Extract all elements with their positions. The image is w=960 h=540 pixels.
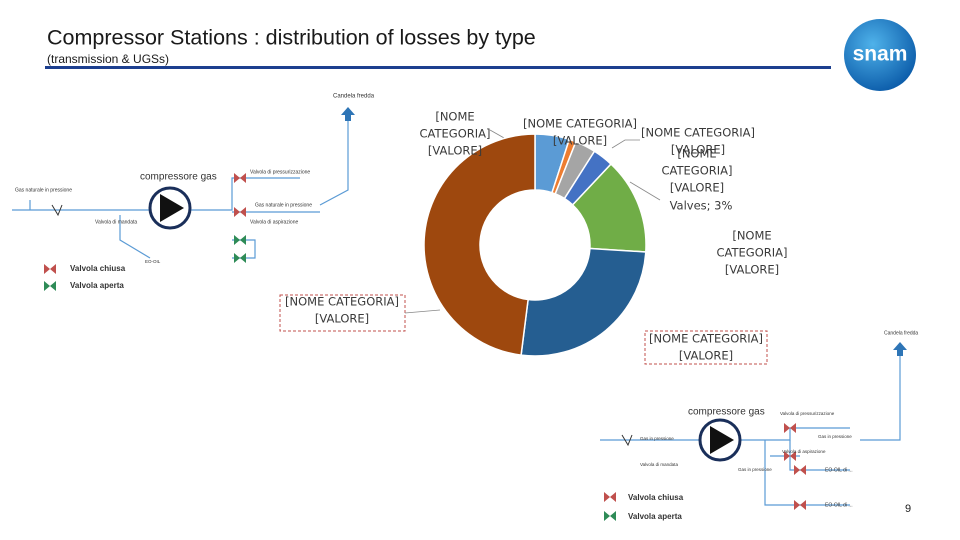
data-label: [VALORE] xyxy=(679,349,733,363)
data-label: [NOME CATEGORIA] xyxy=(649,332,763,346)
vent-arrow xyxy=(341,107,355,121)
data-label: [VALORE] xyxy=(315,312,369,326)
diagram-label: Valvola chiusa xyxy=(70,264,126,273)
data-label: CATEGORIA] xyxy=(420,127,491,141)
diagram-label: compressore gas xyxy=(140,172,217,183)
diagram-label: Valvola di pressurizzazione xyxy=(780,411,835,416)
valve xyxy=(604,492,616,502)
diagram-label: Valvola di mandata xyxy=(640,462,678,467)
valve xyxy=(784,451,796,461)
diagram-label: Candela fredda xyxy=(884,330,918,336)
pipe xyxy=(789,440,850,471)
diagram-label: EO-OIL di ... xyxy=(825,467,853,473)
diagram-label: Valvola di aspirazione xyxy=(250,219,298,225)
donut-segment xyxy=(520,247,647,357)
data-label: [NOME CATEGORIA] xyxy=(641,126,755,140)
valve xyxy=(44,264,56,274)
vent-arrow xyxy=(893,342,907,356)
diagram-label: Valvola aperta xyxy=(70,281,124,290)
valve xyxy=(44,281,56,291)
data-label: Valves; 3% xyxy=(670,199,733,213)
check-valve xyxy=(621,434,633,447)
pipe xyxy=(319,118,349,206)
diagram-label: Gas in pressione xyxy=(738,467,772,472)
valve xyxy=(784,423,796,433)
subtitle: (transmission & UGSs) xyxy=(47,52,169,66)
diagram-label: Gas naturale in pressione xyxy=(255,202,312,208)
compressor-icon xyxy=(710,426,734,454)
data-label: [VALORE] xyxy=(670,181,724,195)
valve xyxy=(794,465,806,475)
pipe xyxy=(190,177,300,211)
diagram-label: Valvola aperta xyxy=(628,512,682,521)
diagram-label: Valvola di mandata xyxy=(95,219,137,225)
diagram-label: Candela fredda xyxy=(333,94,375,100)
valve xyxy=(794,500,806,510)
valve xyxy=(234,207,246,217)
data-label: [NOME xyxy=(732,229,771,243)
data-label: [VALORE] xyxy=(725,263,779,277)
diagram-label: Valvola chiusa xyxy=(628,493,684,502)
data-label: [NOME CATEGORIA] xyxy=(285,295,399,309)
data-label: [NOME CATEGORIA] xyxy=(523,117,637,131)
data-label: [NOME xyxy=(435,110,474,124)
diagram-label: EO-OIL di ... xyxy=(825,502,853,508)
diagram-label: Gas in pressione xyxy=(640,436,674,441)
diagram-label: compressore gas xyxy=(688,407,765,418)
data-label: [VALORE] xyxy=(428,144,482,158)
data-label: [VALORE] xyxy=(671,143,725,157)
donut-segment xyxy=(423,133,536,356)
diagram-label: EO-OIL xyxy=(145,259,161,264)
logo xyxy=(844,19,916,91)
title: Compressor Stations : distribution of lo… xyxy=(47,26,536,50)
valve xyxy=(234,253,246,263)
data-label: CATEGORIA] xyxy=(662,164,733,178)
diagram-label: Gas naturale in pressione xyxy=(15,187,72,193)
pipe xyxy=(764,440,850,506)
diagram-label: Valvola di pressurizzazione xyxy=(250,169,310,175)
logo-text: snam xyxy=(853,43,908,66)
pipe xyxy=(860,355,901,441)
compressor-icon xyxy=(160,194,184,222)
data-label: [NOME xyxy=(677,147,716,161)
header-rule xyxy=(45,66,831,69)
valve xyxy=(234,173,246,183)
label-box xyxy=(644,330,768,365)
diagram-label: Valvola di aspirazione xyxy=(782,449,826,454)
data-label: [VALORE] xyxy=(553,134,607,148)
diagram-label: Gas in pressione xyxy=(818,434,852,439)
valve xyxy=(234,235,246,245)
page-number: 9 xyxy=(905,503,911,515)
pipe xyxy=(119,215,151,259)
check-valve xyxy=(51,204,63,217)
valve xyxy=(604,511,616,521)
data-label: CATEGORIA] xyxy=(717,246,788,260)
